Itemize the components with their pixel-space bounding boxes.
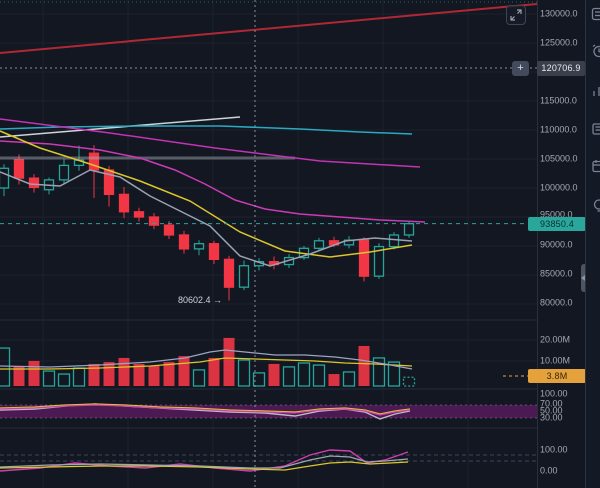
price-tick: 90000.0 [540,239,573,249]
candle [403,223,415,236]
candle [0,167,10,189]
volume-bar [192,369,206,387]
volume-bar [223,337,235,386]
volume-bar [312,364,326,387]
magenta-ma [0,140,426,223]
volume-bar [268,363,280,386]
rsi-tick: 70.00 [540,398,563,408]
ideas-icon[interactable] [591,198,600,214]
volume-bar [252,372,266,387]
candle [313,240,325,249]
watchlist-icon[interactable] [591,6,600,22]
magenta-trendline [0,118,421,168]
candle [193,243,205,250]
alerts-icon[interactable] [591,43,600,59]
volume-bar [282,366,296,387]
rsi-tick: 100.00 [540,388,568,398]
osc-gray [0,455,409,469]
rsi-tick: 30.00 [540,412,563,422]
expand-arrows-icon [510,9,522,21]
price-tick: 115000.0 [540,95,577,105]
low-price-annotation: 80602.4 → [177,295,222,305]
volume-ma-yellow [0,357,413,370]
volume-bar [387,361,401,387]
candle [358,239,370,277]
price-tick: 130000.0 [540,8,578,18]
candle [388,234,400,248]
volume-bar [208,357,220,386]
price-scale-plus-button[interactable]: + [512,61,529,76]
collapse-arrow-icon [581,275,585,281]
candle [373,245,385,277]
volume-bar [372,357,386,387]
fullscreen-icon[interactable] [506,5,526,25]
candle [223,258,235,288]
price-tick: 80000.0 [540,297,573,307]
grid [0,1,537,3]
rsi-tick: 50.00 [540,405,563,415]
price-tick: 100000.0 [540,182,578,192]
candle [58,164,70,181]
volume-bar [342,371,356,387]
red-trendline [0,3,538,54]
volume-ma-blue [0,349,413,370]
volume-bar [28,360,40,386]
candle [208,243,220,260]
rsi-yellow [0,403,411,415]
overlay-lines [0,3,538,472]
osc-yellow [0,461,409,471]
volume-bar [42,370,56,387]
volume-bar [297,362,311,387]
last-price-label: 93850.4 [528,217,586,231]
volume-bar [178,356,190,386]
price-tick: 85000.0 [540,268,573,278]
volume-bar [57,373,71,387]
news-icon[interactable] [591,121,600,137]
volume-tick: 10.00M [540,355,570,365]
pane-separators [0,319,585,429]
rsi-magenta [0,404,411,416]
candle [178,234,190,250]
candle [118,193,130,213]
volume-bar [13,365,25,386]
sidebar-collapse-handle[interactable] [581,264,587,292]
candle [133,211,145,218]
gray-ma [0,169,413,267]
oscillator-tick: 0.00 [540,465,558,475]
volume-bars [0,337,416,387]
calendar-icon[interactable] [591,158,600,174]
candle [28,177,40,189]
volume-bar [0,347,11,387]
volume-bar [402,376,416,387]
volume-bar [148,365,160,386]
oscillator-tick: 100.00 [540,444,568,454]
candle [88,152,100,171]
candle [238,265,250,288]
price-tick: 125000.0 [540,37,578,47]
current-volume-label: 3.8M [528,369,586,383]
candle [13,158,25,179]
price-tick: 95000.0 [540,209,573,219]
volume-bar [118,357,130,386]
crosshair-price-label: 120706.9 [537,61,585,76]
volume-bar [358,345,370,386]
yellow-ma [0,130,413,258]
candle [163,224,175,236]
volume-bar [328,374,340,386]
hotlists-icon[interactable] [591,83,600,99]
right-sidebar [585,0,600,488]
candlesticks [0,145,415,301]
volume-bar [88,363,100,386]
candle [148,216,160,226]
volume-bar [133,363,145,386]
volume-bar [103,362,115,386]
volume-bar [237,359,251,387]
volume-bar [163,362,175,386]
volume-tick: 20.00M [540,334,570,344]
price-tick: 105000.0 [540,153,578,163]
price-tick: 110000.0 [540,124,577,134]
crosshair [0,0,537,488]
